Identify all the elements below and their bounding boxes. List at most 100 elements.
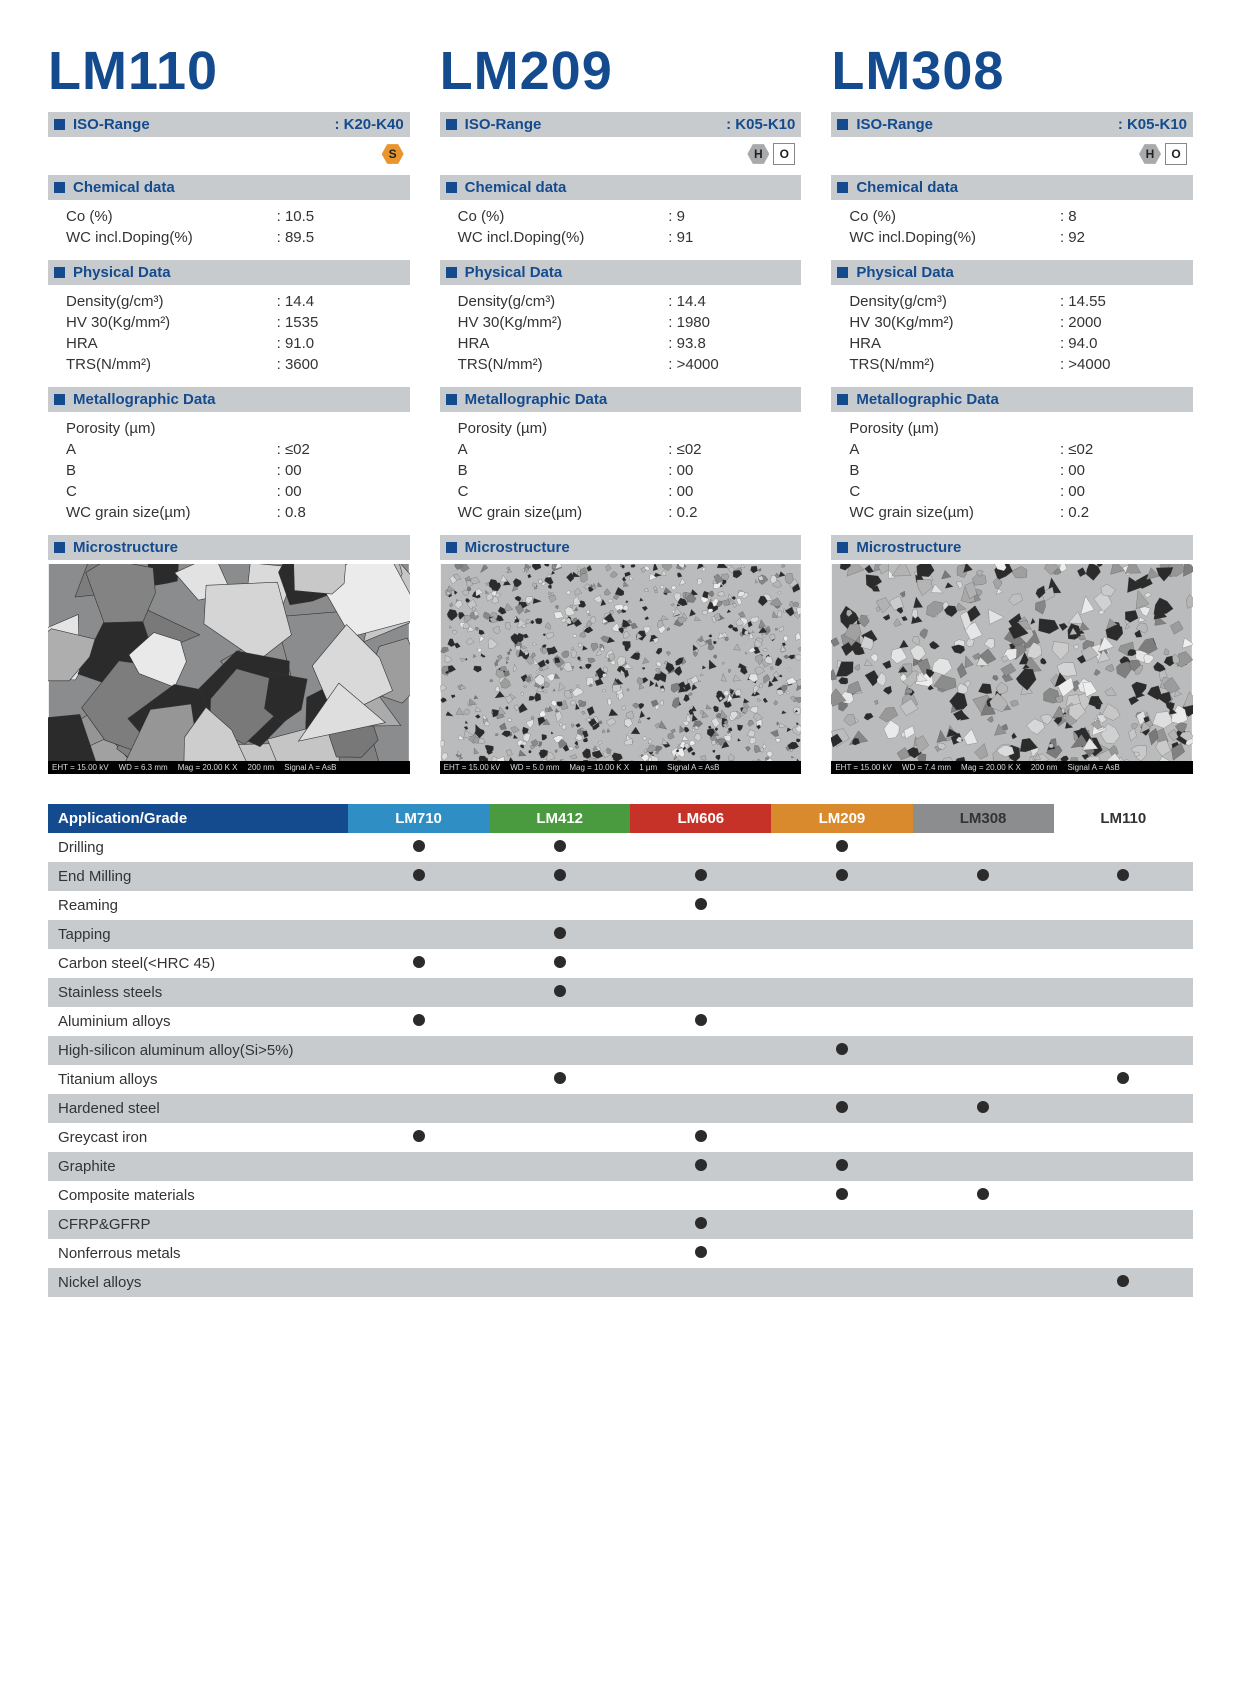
app-cell: [1054, 833, 1193, 862]
application-table-body: DrillingEnd MillingReamingTappingCarbon …: [48, 833, 1193, 1297]
grade-column-header: LM110: [1054, 804, 1193, 833]
app-cell: [771, 1123, 912, 1152]
kv-block: Density(g/cm³)14.4HV 30(Kg/mm²)1535HRA91…: [48, 285, 410, 381]
kv-row: C00: [66, 481, 406, 502]
kv-value: 00: [1060, 483, 1189, 500]
app-cell: [348, 949, 489, 978]
app-cell: [489, 1210, 630, 1239]
section-header: Physical Data: [440, 260, 802, 285]
app-cell: [630, 920, 771, 949]
dot-icon: [1117, 1275, 1129, 1287]
kv-key: A: [849, 441, 1060, 458]
app-cell: [1054, 949, 1193, 978]
grade-column-header: LM606: [630, 804, 771, 833]
section-label: Microstructure: [73, 539, 178, 556]
kv-value: 0.8: [277, 504, 406, 521]
kv-value: 14.4: [668, 293, 797, 310]
grade-badge: O: [773, 143, 795, 165]
kv-value: ≤02: [277, 441, 406, 458]
section-square-icon: [837, 119, 848, 130]
kv-key: Co (%): [66, 208, 277, 225]
app-row-label: Drilling: [48, 833, 348, 862]
app-cell: [489, 1181, 630, 1210]
caption-part: WD = 7.4 mm: [902, 763, 951, 772]
app-cell: [1054, 862, 1193, 891]
app-cell: [771, 1181, 912, 1210]
section-square-icon: [54, 182, 65, 193]
iso-range-row: ISO-Range: K05-K10: [440, 112, 802, 137]
kv-row: WC incl.Doping(%)92: [849, 227, 1189, 248]
app-cell: [489, 1268, 630, 1297]
app-cell: [1054, 1210, 1193, 1239]
kv-value: 14.55: [1060, 293, 1189, 310]
section-header: Physical Data: [831, 260, 1193, 285]
app-cell: [348, 920, 489, 949]
kv-value: 0.2: [1060, 504, 1189, 521]
grade-columns: LM110ISO-Range: K20-K40SChemical dataCo …: [48, 40, 1193, 774]
app-row-label: Composite materials: [48, 1181, 348, 1210]
app-cell: [630, 1239, 771, 1268]
section-header: Metallographic Data: [831, 387, 1193, 412]
app-cell: [630, 1065, 771, 1094]
app-cell: [348, 1036, 489, 1065]
kv-block: Porosity (µm)A≤02B00C00WC grain size(µm)…: [440, 412, 802, 529]
caption-part: Mag = 10.00 K X: [569, 763, 629, 772]
app-cell: [348, 1152, 489, 1181]
app-cell: [1054, 891, 1193, 920]
app-cell: [348, 1123, 489, 1152]
app-cell: [913, 1239, 1054, 1268]
kv-key: Co (%): [849, 208, 1060, 225]
app-cell: [348, 1007, 489, 1036]
grade-badge: S: [382, 143, 404, 165]
kv-row: Density(g/cm³)14.4: [458, 291, 798, 312]
app-cell: [771, 1210, 912, 1239]
dot-icon: [695, 1246, 707, 1258]
section-header: Chemical data: [831, 175, 1193, 200]
app-cell: [489, 949, 630, 978]
kv-row: A≤02: [66, 439, 406, 460]
section-label: Chemical data: [465, 179, 567, 196]
kv-row: WC grain size(µm)0.2: [458, 502, 798, 523]
dot-icon: [836, 1159, 848, 1171]
grade-column-header: LM710: [348, 804, 489, 833]
iso-value: : K05-K10: [1118, 116, 1187, 133]
microstructure-caption: EHT = 15.00 kVWD = 7.4 mmMag = 20.00 K X…: [831, 761, 1193, 774]
kv-value: 00: [277, 483, 406, 500]
app-cell: [1054, 920, 1193, 949]
iso-value: : K20-K40: [334, 116, 403, 133]
dot-icon: [1117, 1072, 1129, 1084]
kv-row: C00: [849, 481, 1189, 502]
kv-row: WC grain size(µm)0.2: [849, 502, 1189, 523]
section-square-icon: [54, 119, 65, 130]
section-square-icon: [446, 182, 457, 193]
app-cell: [630, 1181, 771, 1210]
app-cell: [489, 978, 630, 1007]
app-cell: [771, 949, 912, 978]
app-row-label: Stainless steels: [48, 978, 348, 1007]
app-grade-header: Application/Grade: [48, 804, 348, 833]
grade-column-header: LM209: [771, 804, 912, 833]
app-cell: [771, 920, 912, 949]
kv-block: Co (%)9WC incl.Doping(%)91: [440, 200, 802, 254]
table-row: Nickel alloys: [48, 1268, 1193, 1297]
grade-title: LM110: [48, 40, 410, 102]
dot-icon: [554, 985, 566, 997]
kv-value: >4000: [1060, 356, 1189, 373]
dot-icon: [554, 1072, 566, 1084]
kv-row: B00: [66, 460, 406, 481]
kv-value: 9: [668, 208, 797, 225]
app-cell: [913, 920, 1054, 949]
kv-key: C: [849, 483, 1060, 500]
application-table-header-row: Application/GradeLM710LM412LM606LM209LM3…: [48, 804, 1193, 833]
app-row-label: Nickel alloys: [48, 1268, 348, 1297]
app-cell: [771, 862, 912, 891]
kv-key: HV 30(Kg/mm²): [66, 314, 277, 331]
kv-row: B00: [458, 460, 798, 481]
kv-block: Co (%)10.5WC incl.Doping(%)89.5: [48, 200, 410, 254]
app-cell: [1054, 1007, 1193, 1036]
kv-value: 00: [668, 483, 797, 500]
app-cell: [1054, 1094, 1193, 1123]
section-header: Chemical data: [440, 175, 802, 200]
app-cell: [489, 1036, 630, 1065]
kv-key: HRA: [849, 335, 1060, 352]
